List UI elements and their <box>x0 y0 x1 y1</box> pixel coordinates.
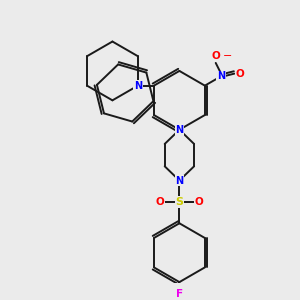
Text: O: O <box>236 69 244 79</box>
Text: N: N <box>175 125 184 135</box>
Text: F: F <box>176 289 183 299</box>
Text: N: N <box>175 176 184 185</box>
Text: O: O <box>211 51 220 61</box>
Text: N: N <box>134 81 142 91</box>
Text: O: O <box>156 197 164 207</box>
Text: N: N <box>134 81 142 91</box>
Text: S: S <box>176 197 183 207</box>
Text: O: O <box>194 197 203 207</box>
Text: −: − <box>223 51 232 61</box>
Text: N: N <box>217 71 225 81</box>
